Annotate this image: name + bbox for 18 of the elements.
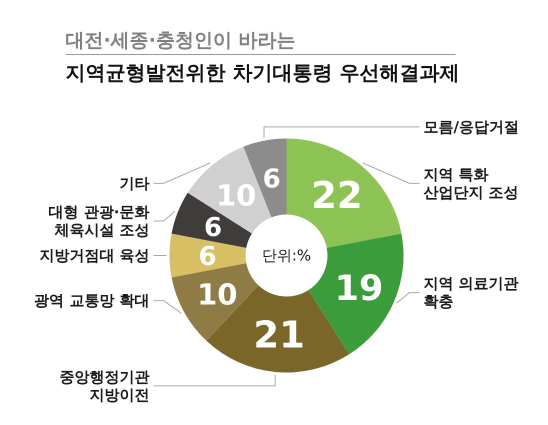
slice-label: 지역 의료기관 확충 bbox=[424, 274, 519, 311]
data-label: 21 bbox=[253, 314, 305, 357]
data-label: 6 bbox=[262, 164, 281, 194]
data-label: 10 bbox=[197, 278, 238, 312]
slice-label: 모름/응답거절 bbox=[424, 118, 519, 136]
text: 단위:% bbox=[262, 246, 312, 264]
data-label: 22 bbox=[311, 174, 363, 218]
chart-title: 대전·세종·충청인이 바라는 bbox=[66, 30, 296, 52]
data-label: 19 bbox=[334, 268, 384, 309]
data-label: 6 bbox=[204, 212, 222, 243]
slice-label: 지방거점대 육성 bbox=[39, 246, 150, 264]
slice-label: 지역 특화 산업단지 조성 bbox=[424, 165, 519, 202]
slice-label: 기타 bbox=[120, 174, 150, 192]
slice-label: 광역 교통망 확대 bbox=[34, 292, 150, 310]
slice-label: 대형 관광·문화 체육시설 조성 bbox=[48, 203, 150, 240]
chart-subtitle: 지역균형발전위한 차기대통령 우선해결과제 bbox=[66, 60, 460, 84]
slice-label: 중앙행정기관 지방이전 bbox=[60, 368, 150, 404]
data-label: 6 bbox=[198, 242, 217, 272]
